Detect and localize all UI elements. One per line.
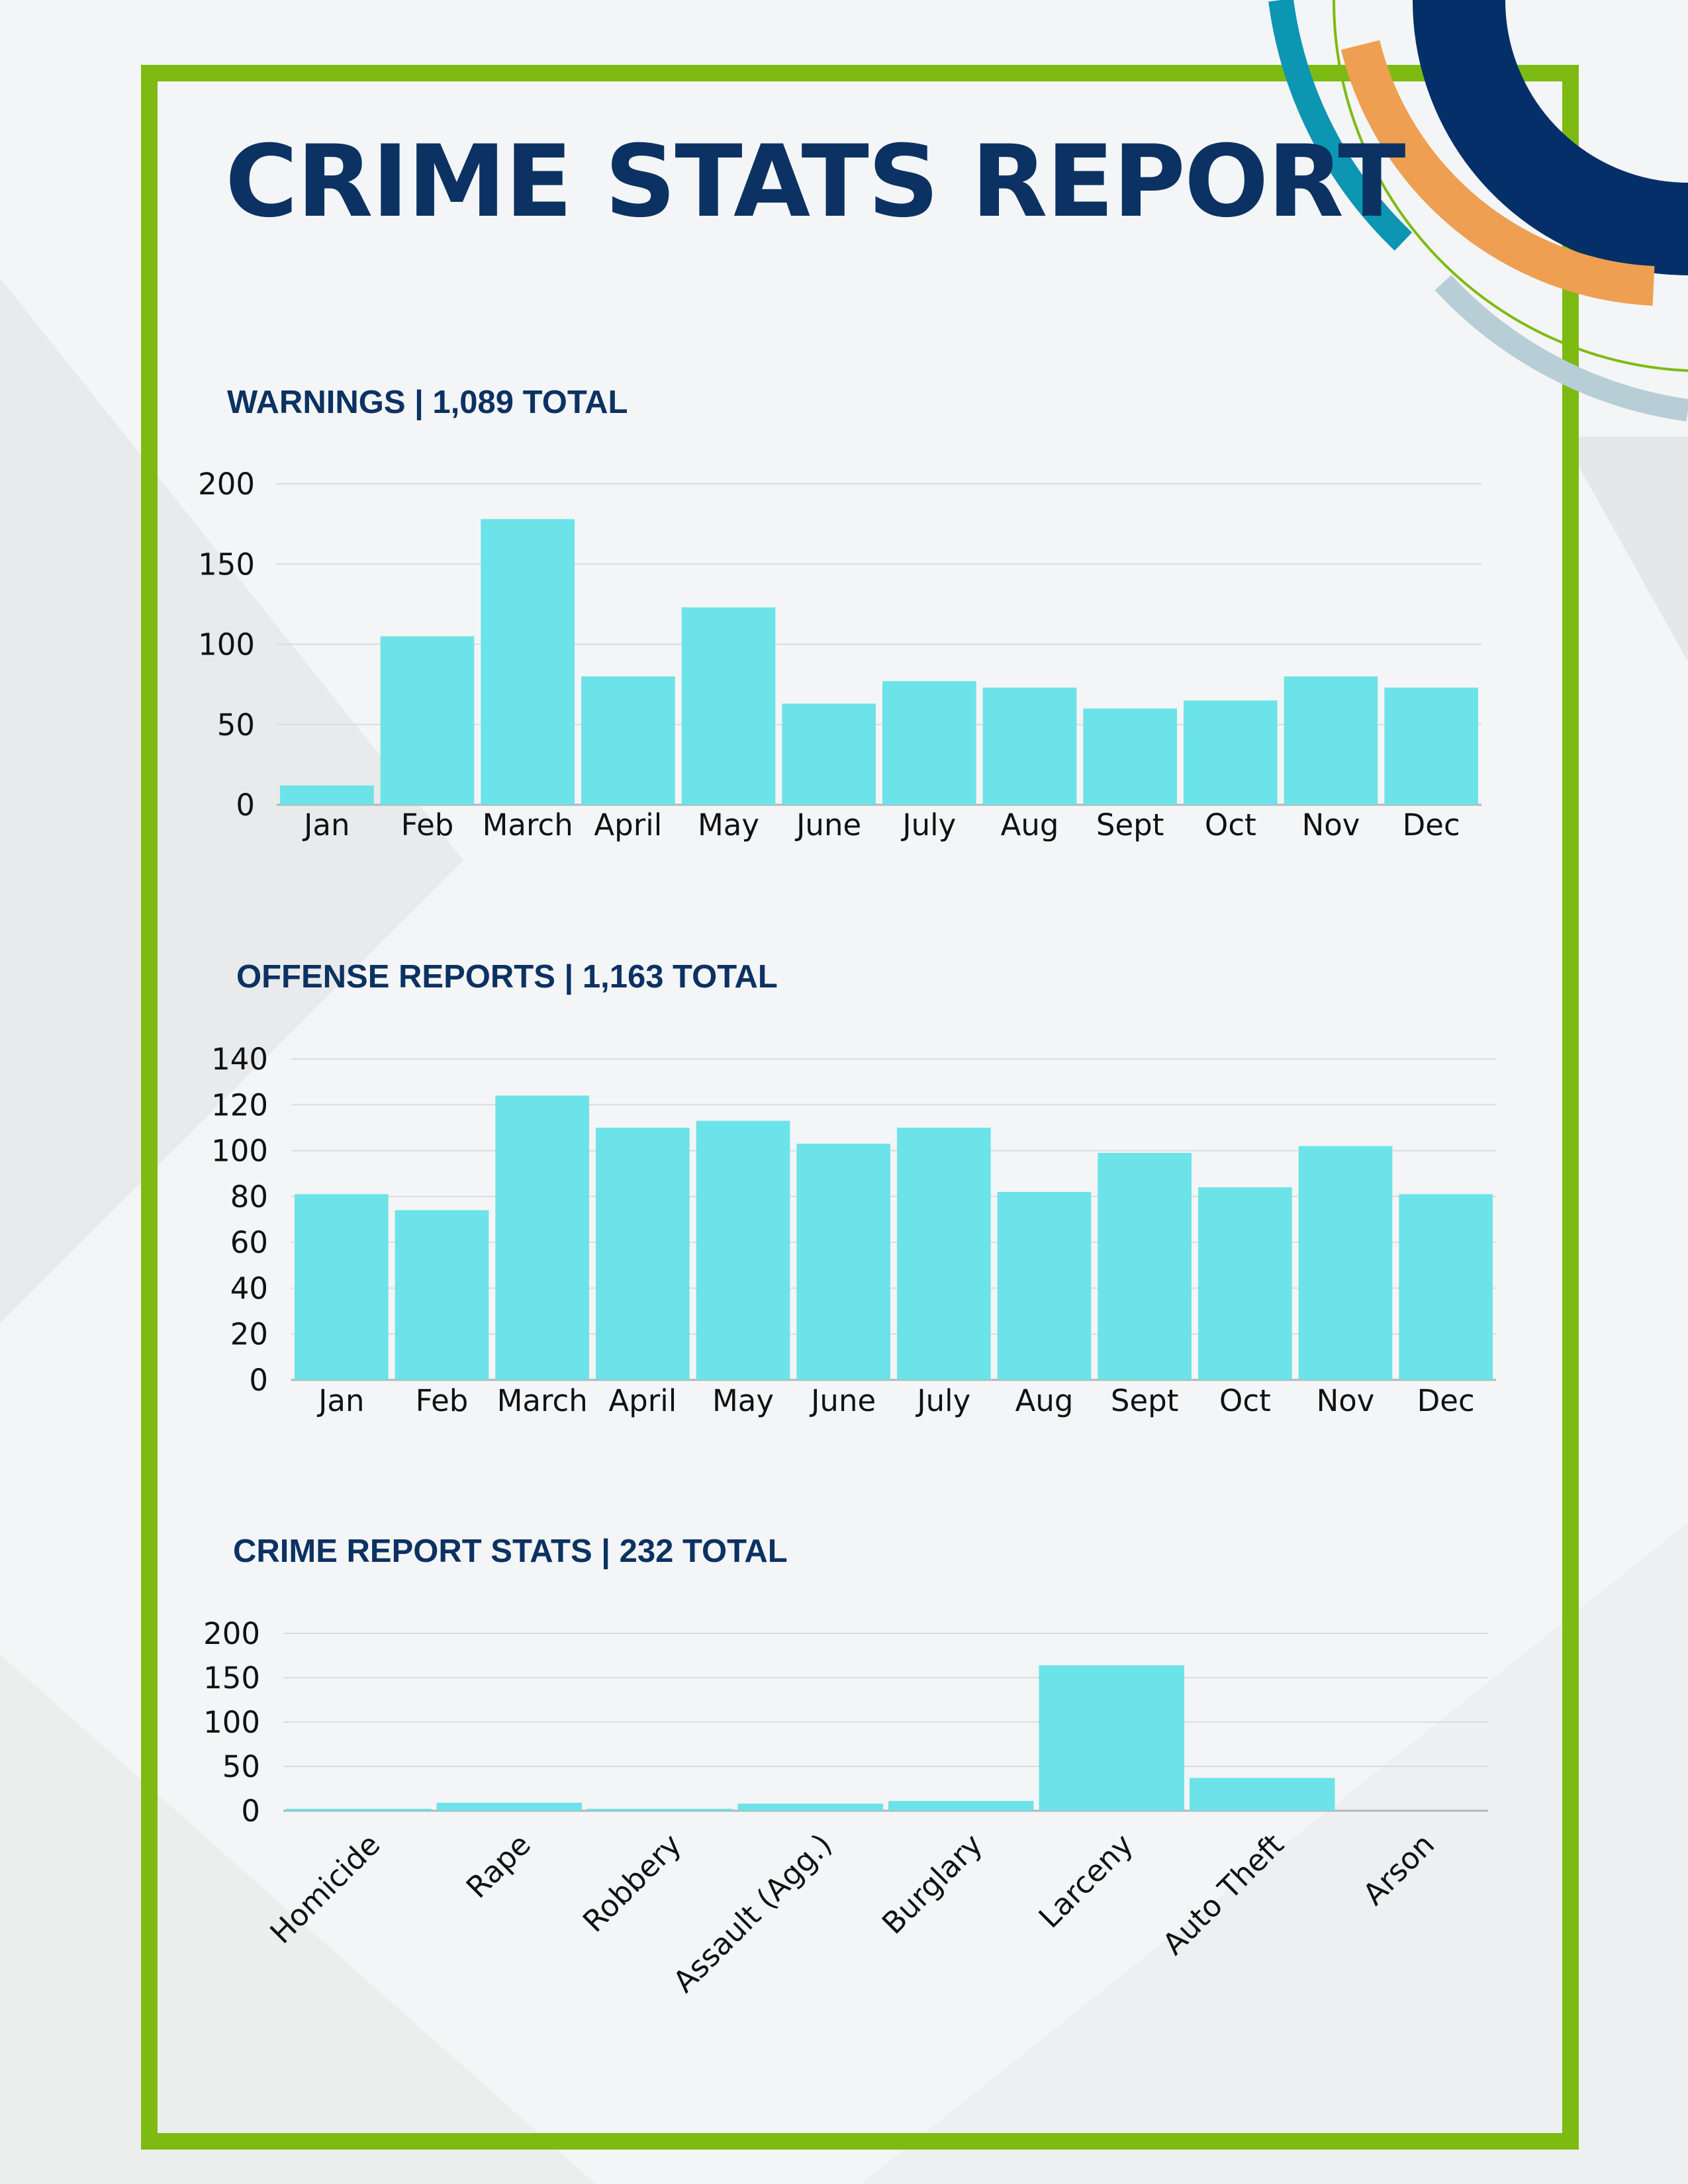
bar bbox=[395, 1210, 489, 1380]
y-tick-label: 120 bbox=[211, 1087, 268, 1122]
x-tick-label: Aug bbox=[1001, 807, 1059, 842]
bar bbox=[1190, 1778, 1335, 1811]
bar bbox=[495, 1095, 589, 1380]
x-tick-label: Nov bbox=[1302, 807, 1360, 842]
bar bbox=[1298, 1146, 1393, 1380]
bar bbox=[596, 1127, 690, 1380]
y-tick-label: 100 bbox=[203, 1705, 260, 1740]
bar bbox=[1198, 1187, 1292, 1380]
bar bbox=[587, 1809, 733, 1811]
x-tick-label: Dec bbox=[1403, 807, 1460, 842]
x-tick-label: Jan bbox=[316, 1383, 364, 1418]
x-tick-label: Feb bbox=[416, 1383, 469, 1418]
bar bbox=[286, 1809, 432, 1811]
x-tick-label: Robbery bbox=[576, 1827, 688, 1939]
x-tick-label: Larceny bbox=[1032, 1827, 1140, 1934]
x-tick-label: March bbox=[483, 807, 573, 842]
y-tick-label: 20 bbox=[230, 1317, 268, 1352]
x-tick-label: Auto Theft bbox=[1156, 1827, 1291, 1962]
x-tick-label: Sept bbox=[1111, 1383, 1178, 1418]
bar bbox=[1083, 708, 1177, 805]
warnings-section-title: WARNINGS | 1,089 TOTAL bbox=[227, 385, 628, 420]
bar bbox=[1098, 1153, 1192, 1380]
x-tick-label: Nov bbox=[1317, 1383, 1375, 1418]
y-tick-label: 100 bbox=[198, 627, 255, 662]
x-tick-label: Dec bbox=[1417, 1383, 1475, 1418]
bar bbox=[1284, 676, 1378, 805]
bar bbox=[681, 607, 776, 805]
offense-section-title: OFFENSE REPORTS | 1,163 TOTAL bbox=[236, 959, 778, 995]
bar bbox=[1039, 1665, 1184, 1811]
bar bbox=[782, 704, 876, 805]
teal-arc bbox=[1268, 0, 1413, 251]
x-tick-label: Aug bbox=[1015, 1383, 1074, 1418]
x-tick-label: Rape bbox=[459, 1827, 538, 1905]
x-tick-label: July bbox=[900, 807, 956, 842]
y-tick-label: 50 bbox=[217, 707, 255, 743]
x-tick-label: Assault (Agg.) bbox=[666, 1827, 839, 1999]
report-title: CRIME STATS REPORT bbox=[225, 124, 1406, 240]
bar bbox=[696, 1120, 790, 1380]
bar bbox=[436, 1802, 582, 1811]
bar bbox=[1384, 687, 1478, 805]
bar bbox=[481, 519, 575, 805]
y-tick-label: 150 bbox=[203, 1661, 260, 1696]
x-tick-label: Sept bbox=[1096, 807, 1164, 842]
x-tick-label: Homicide bbox=[263, 1827, 387, 1950]
x-tick-label: Arson bbox=[1356, 1827, 1441, 1912]
y-tick-label: 50 bbox=[222, 1749, 260, 1784]
y-tick-label: 200 bbox=[203, 1616, 260, 1651]
x-tick-label: March bbox=[497, 1383, 588, 1418]
y-tick-label: 0 bbox=[236, 788, 255, 823]
x-tick-label: July bbox=[915, 1383, 970, 1418]
x-tick-label: Feb bbox=[401, 807, 454, 842]
bar bbox=[897, 1127, 991, 1380]
y-tick-label: 80 bbox=[230, 1179, 268, 1214]
y-tick-label: 40 bbox=[230, 1271, 268, 1306]
x-tick-label: Burglary bbox=[875, 1827, 989, 1940]
bar bbox=[280, 785, 374, 805]
x-tick-label: Oct bbox=[1219, 1383, 1271, 1418]
bar bbox=[796, 1144, 890, 1380]
y-tick-label: 140 bbox=[211, 1042, 268, 1077]
x-tick-label: May bbox=[698, 807, 759, 842]
x-tick-label: Oct bbox=[1205, 807, 1256, 842]
y-tick-label: 200 bbox=[198, 467, 255, 502]
y-tick-label: 100 bbox=[211, 1134, 268, 1169]
x-tick-label: April bbox=[594, 807, 662, 842]
crime-section-title: CRIME REPORT STATS | 232 TOTAL bbox=[233, 1533, 788, 1569]
orange-arc bbox=[1340, 40, 1655, 306]
x-tick-label: June bbox=[809, 1383, 876, 1418]
x-tick-label: April bbox=[608, 1383, 677, 1418]
bar bbox=[982, 687, 1077, 805]
bar bbox=[380, 636, 475, 805]
bar bbox=[888, 1801, 1034, 1811]
x-tick-label: May bbox=[712, 1383, 774, 1418]
bar bbox=[1184, 700, 1278, 805]
navy-arc bbox=[1413, 0, 1688, 275]
bar bbox=[737, 1803, 883, 1811]
bar bbox=[1399, 1194, 1493, 1380]
y-tick-label: 0 bbox=[241, 1794, 260, 1829]
y-tick-label: 60 bbox=[230, 1225, 268, 1260]
y-tick-label: 150 bbox=[198, 547, 255, 582]
y-tick-label: 0 bbox=[249, 1363, 268, 1398]
x-tick-label: Jan bbox=[302, 807, 350, 842]
page-frame bbox=[141, 65, 1579, 2150]
bar bbox=[581, 676, 675, 805]
x-tick-label: June bbox=[794, 807, 861, 842]
bar bbox=[997, 1191, 1092, 1380]
green-arc-line bbox=[1332, 0, 1688, 372]
bar bbox=[882, 681, 976, 805]
gray-arc bbox=[1434, 275, 1688, 422]
bar bbox=[295, 1194, 389, 1380]
